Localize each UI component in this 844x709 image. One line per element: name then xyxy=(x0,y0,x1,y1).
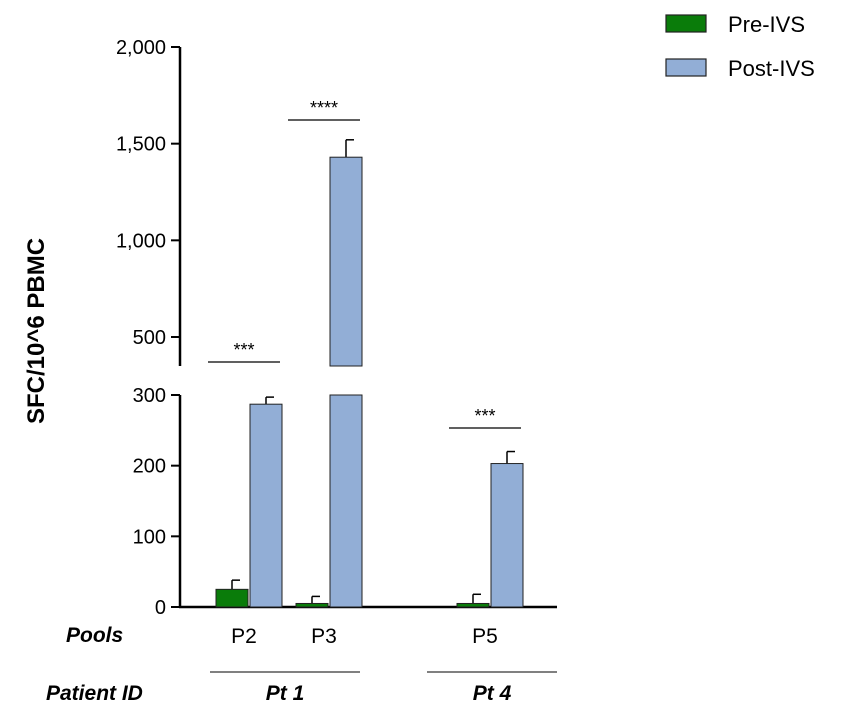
bar-p2-pre-ivs xyxy=(215,588,249,608)
significance-annotations: ********** xyxy=(208,98,521,429)
bar-p5-post-ivs xyxy=(490,463,524,608)
y-tick-label: 1,500 xyxy=(116,134,166,156)
y-tick-label: 100 xyxy=(133,526,166,548)
y-tick-label: 1,000 xyxy=(116,230,166,252)
bar-p3-post-ivs-upper xyxy=(329,156,363,367)
y-tick-label: 0 xyxy=(155,597,166,619)
bar-p2-post-ivs xyxy=(249,403,283,608)
category-label-p2: P2 xyxy=(231,625,257,648)
bar-p5-pre-ivs xyxy=(456,602,490,608)
category-label-p3: P3 xyxy=(311,625,337,648)
y-tick-label: 500 xyxy=(133,327,166,349)
legend-label-pre-ivs: Pre-IVS xyxy=(728,12,805,37)
y-tick-label: 200 xyxy=(133,456,166,478)
group-label: Pt 4 xyxy=(473,682,512,705)
significance-stars: *** xyxy=(474,406,495,426)
group-label: Pt 1 xyxy=(266,682,305,705)
axes: 0 100 200 300 500 1,000 1,500 2,000 SFC/10^6 PBM… xyxy=(23,37,557,619)
bars xyxy=(215,139,524,608)
patient-id-row-label: Patient ID xyxy=(46,682,143,705)
category-label-p5: P5 xyxy=(472,625,498,648)
significance-stars: *** xyxy=(233,340,254,360)
y-axis-title: SFC/10^6 PBMC xyxy=(23,238,50,424)
pools-row-label: Pools xyxy=(66,624,123,647)
legend-swatch-pre-ivs xyxy=(665,14,707,33)
significance-stars: **** xyxy=(310,98,338,118)
category-labels: Pools P2 P3 P5 Patient ID Pt 1 Pt 4 xyxy=(46,624,557,705)
legend-swatch-post-ivs xyxy=(665,58,707,77)
bar-p3-post-ivs-lower xyxy=(329,394,363,608)
y-tick-label: 2,000 xyxy=(116,37,166,59)
bar-p3-pre-ivs xyxy=(295,602,329,608)
y-tick-label: 300 xyxy=(133,385,166,407)
legend-label-post-ivs: Post-IVS xyxy=(728,56,815,81)
legend: Pre-IVS Post-IVS xyxy=(665,12,815,81)
